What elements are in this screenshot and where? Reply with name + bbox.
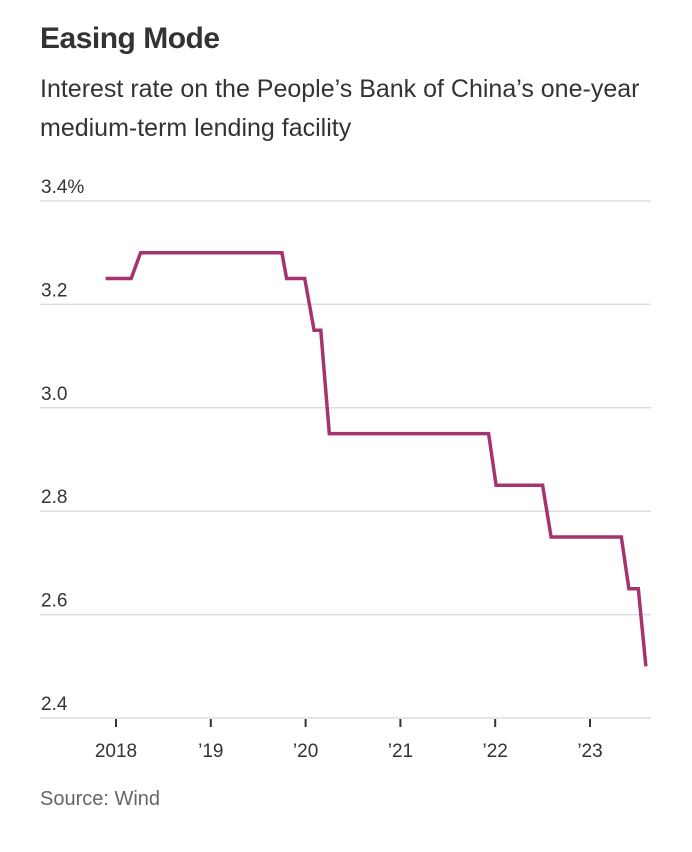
series-line-mlf-rate (105, 250, 648, 667)
y-tick-label: 3.2 (41, 280, 67, 301)
y-tick-label: 2.4 (41, 694, 68, 715)
y-tick-label: 3.0 (41, 384, 67, 405)
series-layer (105, 250, 648, 667)
chart-title: Easing Mode (40, 22, 220, 55)
y-tick-label: 2.8 (41, 487, 67, 508)
y-tick-label: 2.6 (41, 591, 67, 612)
x-tick-label: ’23 (577, 741, 602, 762)
source-note: Source: Wind (40, 788, 161, 810)
x-tick-label: ’22 (483, 741, 508, 762)
x-tick-label: ’20 (293, 741, 318, 762)
chart-subtitle: Interest rate on the People’s Bank of Ch… (40, 75, 640, 142)
x-tick-label: ’21 (388, 741, 413, 762)
x-axis: 2018 ’19 ’20 ’21 ’22 ’23 (95, 719, 603, 762)
x-tick-label: 2018 (95, 741, 137, 762)
y-tick-label: 3.4% (41, 177, 84, 198)
line-chart: 3.4% 3.2 3.0 2.8 2.6 2.4 2018 ’19 ’20 ’21 ’22 ’23 (40, 177, 651, 762)
y-axis-labels: 3.4% 3.2 3.0 2.8 2.6 2.4 (41, 177, 84, 715)
gridlines (40, 200, 651, 719)
x-tick-label: ’19 (198, 741, 223, 762)
